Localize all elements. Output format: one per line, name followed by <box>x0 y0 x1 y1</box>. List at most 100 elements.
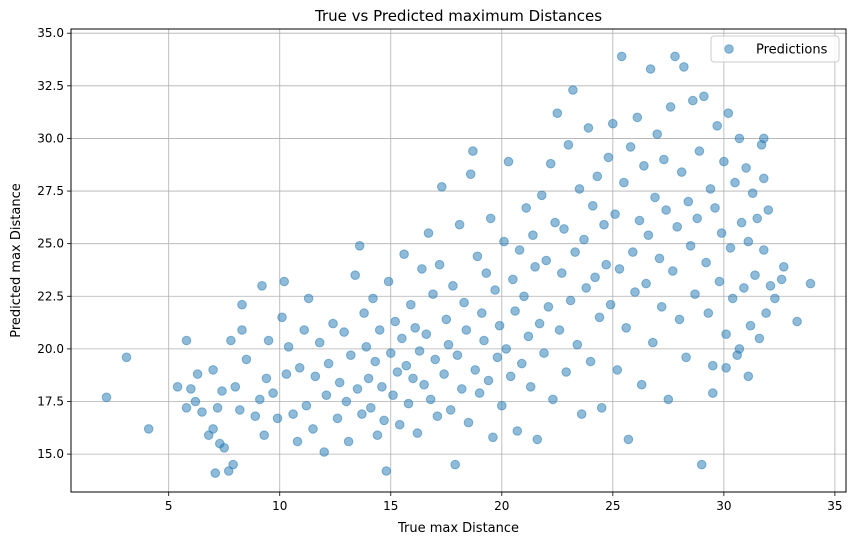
scatter-point <box>583 123 594 133</box>
scatter-point <box>521 203 532 213</box>
scatter-point <box>219 443 229 453</box>
scatter-point <box>525 382 536 392</box>
scatter-point <box>392 367 403 377</box>
scatter-point <box>512 426 523 436</box>
scatter-point <box>541 255 552 266</box>
scatter-point <box>750 270 760 281</box>
scatter-point <box>714 276 725 287</box>
scatter-point <box>408 373 418 384</box>
scatter-point <box>534 318 545 329</box>
scatter-point <box>235 405 245 415</box>
scatter-point <box>381 466 392 476</box>
scatter-point <box>437 182 447 192</box>
scatter-point <box>261 373 272 384</box>
scatter-point <box>523 331 534 342</box>
scatter-point <box>208 424 218 434</box>
scatter-point <box>121 352 132 363</box>
y-tick-label: 22.5 <box>37 289 64 303</box>
scatter-point <box>394 419 405 430</box>
y-tick-label: 17.5 <box>37 395 64 409</box>
scatter-point <box>181 403 192 413</box>
scatter-point <box>603 152 614 163</box>
scatter-point <box>681 352 691 363</box>
scatter-point <box>559 224 569 234</box>
scatter-point <box>703 308 714 318</box>
scatter-point <box>554 325 565 335</box>
scatter-point <box>401 360 412 371</box>
scatter-point <box>663 394 674 405</box>
x-axis-ticks: 5 10 15 20 25 30 35 <box>165 492 843 513</box>
scatter-point <box>423 228 434 238</box>
legend: Predictions <box>710 35 840 63</box>
scatter-point <box>479 335 489 346</box>
scatter-point <box>579 234 589 245</box>
scatter-point <box>636 379 647 390</box>
scatter-point <box>563 140 574 150</box>
scatter-point <box>510 306 520 316</box>
scatter-point <box>499 236 509 247</box>
scatter-point <box>639 161 649 171</box>
scatter-point <box>576 409 587 419</box>
scatter-point <box>370 356 381 367</box>
scatter-point <box>734 344 745 354</box>
scatter-point <box>625 142 636 152</box>
scatter-point <box>279 276 290 287</box>
scatter-point <box>181 335 192 346</box>
y-tick-label: 25.0 <box>37 237 64 251</box>
scatter-point <box>494 320 505 331</box>
scatter-point <box>361 342 372 352</box>
scatter-point <box>259 430 270 441</box>
scatter-point <box>776 274 787 285</box>
legend-label: Predictions <box>756 43 828 58</box>
scatter-point <box>383 276 394 287</box>
scatter-point <box>357 409 367 419</box>
scatter-point <box>101 392 112 403</box>
scatter-point <box>605 299 616 310</box>
scatter-point <box>230 382 241 392</box>
scatter-point <box>585 356 596 367</box>
scatter-point <box>565 295 576 306</box>
scatter-point <box>237 299 247 310</box>
scatter-point <box>501 344 512 354</box>
scatter-point <box>414 346 425 356</box>
scatter-point <box>619 177 629 188</box>
scatter-point <box>599 219 609 230</box>
scatter-point <box>532 434 543 445</box>
x-tick-label: 15 <box>383 499 398 513</box>
scatter-point <box>612 365 623 375</box>
scatter-point <box>710 203 720 213</box>
scatter-point <box>399 249 409 259</box>
axes-frame <box>70 28 847 493</box>
scatter-point <box>477 308 487 318</box>
scatter-point <box>676 167 687 177</box>
scatter-point <box>417 264 427 274</box>
scatter-point <box>743 236 754 247</box>
scatter-point <box>734 133 745 144</box>
y-tick-label: 20.0 <box>37 342 64 356</box>
scatter-point <box>492 352 503 363</box>
chart-title: True vs Predicted maximum Distances <box>314 7 602 25</box>
scatter-point <box>263 335 274 346</box>
x-tick-label: 10 <box>272 499 287 513</box>
scatter-point <box>754 333 765 344</box>
scatter-point <box>386 348 396 358</box>
scatter-point <box>628 247 638 257</box>
scatter-point <box>672 222 683 232</box>
scatter-point <box>443 339 454 350</box>
scatter-point <box>481 268 492 278</box>
scatter-point <box>519 291 529 302</box>
scatter-point <box>452 350 463 361</box>
scatter-point <box>217 386 227 396</box>
scatter-point <box>508 274 518 285</box>
scatter-point <box>572 339 583 350</box>
scatter-point <box>470 365 481 375</box>
scatter-point <box>210 468 221 478</box>
scatter-point <box>497 400 507 411</box>
scatter-point <box>388 390 398 401</box>
scatter-point <box>212 403 223 413</box>
data-points <box>101 51 816 478</box>
scatter-point <box>379 415 389 426</box>
y-axis-ticks: 15.0 17.5 20.0 22.5 25.0 27.5 30.0 32.5 35.0 <box>37 26 71 461</box>
scatter-point <box>281 369 292 379</box>
